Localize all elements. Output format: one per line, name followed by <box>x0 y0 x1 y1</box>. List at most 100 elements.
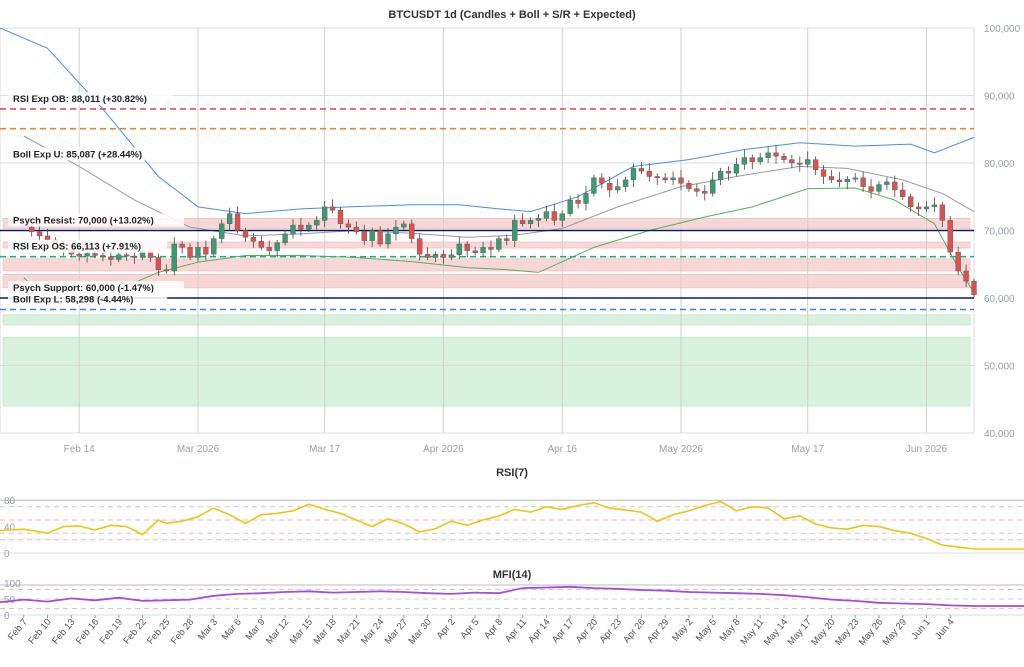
candle-body <box>298 224 304 230</box>
candle-body <box>638 168 645 172</box>
candle-body <box>820 169 827 177</box>
level-label-bg <box>8 281 184 294</box>
candle-body <box>900 189 906 197</box>
candle-body <box>488 247 494 250</box>
mfi-x-tick-label: May 23 <box>833 617 861 648</box>
candle-body <box>250 237 257 242</box>
level-label-bg <box>8 213 184 227</box>
candle-body <box>195 247 201 258</box>
candle-body <box>717 170 724 181</box>
candle-body <box>424 253 431 258</box>
mfi-x-tick-label: Mar 3 <box>196 617 220 643</box>
sr-zone-2 <box>2 241 971 249</box>
candle-body <box>923 206 930 210</box>
level-label-4: RSI Exp OS: 66,113 (+7.91%) <box>13 242 141 253</box>
mfi-x-tick-label: Feb 16 <box>74 617 101 647</box>
mfi-x-tick-label: Feb 13 <box>50 617 77 647</box>
candle-body <box>361 231 367 241</box>
candle-body <box>131 255 138 258</box>
candle-body <box>725 170 732 174</box>
candle-body <box>519 220 526 224</box>
price-y-tick-label: 50,000 <box>984 362 1015 373</box>
candle-body <box>868 186 874 192</box>
bollinger-upper-line <box>0 27 975 215</box>
candle-body <box>464 243 470 251</box>
candle-body <box>662 177 668 181</box>
candle-body <box>92 253 98 256</box>
candle-body <box>353 226 359 233</box>
candle-body <box>314 220 320 226</box>
candle-body <box>44 235 51 241</box>
level-label-3: Psych Resist: 70,000 (+13.02%) <box>13 216 154 227</box>
level-label-0: RSI Exp OB: 88,011 (+30.82%) <box>13 94 147 105</box>
candle-body <box>108 256 114 260</box>
mfi-y-tick-label: 100 <box>4 579 21 590</box>
candle-body <box>179 243 185 248</box>
candle-body <box>211 238 217 255</box>
candle-body <box>290 224 296 235</box>
mfi-x-tick-label: Mar 18 <box>311 617 338 647</box>
mfi-x-tick-label: Apr 17 <box>550 617 576 646</box>
candle-body <box>124 254 130 257</box>
mfi-x-tick-label: Apr 5 <box>458 617 481 641</box>
candle-body <box>480 247 486 253</box>
mfi-y-tick-label: 0 <box>4 611 10 622</box>
mfi-x-tick-label: Mar 27 <box>383 617 410 647</box>
mfi-x-tick-label: Feb 19 <box>98 617 125 647</box>
candle-body <box>219 223 225 239</box>
candle-body <box>345 223 352 228</box>
candle-body <box>559 213 565 221</box>
candle-body <box>401 223 407 228</box>
candle-body <box>686 183 692 189</box>
candle-body <box>100 255 106 258</box>
mfi-x-tick-label: Apr 29 <box>645 617 671 646</box>
candle-body <box>583 193 589 204</box>
candle-body <box>694 188 700 192</box>
level-label-bg <box>8 239 168 253</box>
candle-body <box>187 247 193 258</box>
candle-body <box>971 280 977 295</box>
candle-body <box>797 162 803 165</box>
candle-body <box>955 251 961 272</box>
candle-body <box>329 206 336 211</box>
mfi-x-tick-label: May 29 <box>881 617 909 648</box>
candle-body <box>741 157 748 165</box>
candle-body <box>496 238 502 250</box>
candle-body <box>567 199 573 214</box>
mfi-x-tick-label: Feb 25 <box>145 617 172 647</box>
mfi-x-tick-label: Mar 21 <box>335 617 362 647</box>
candle-body <box>274 242 280 251</box>
candle-body <box>702 191 708 194</box>
candle-body <box>409 223 415 239</box>
sr-zone-3 <box>2 258 971 272</box>
candle-body <box>84 253 90 257</box>
rsi-line <box>0 500 1024 550</box>
candle-body <box>781 156 787 160</box>
mfi-x-tick-label: May 20 <box>809 617 837 648</box>
candle-body <box>931 204 938 208</box>
candle-body <box>322 206 328 221</box>
price-y-tick-label: 40,000 <box>984 429 1015 440</box>
mfi-x-tick-label: Feb 10 <box>26 617 53 647</box>
candle-body <box>432 253 439 258</box>
price-x-tick-label: Feb 14 <box>64 444 96 455</box>
mfi-x-tick-label: Feb 28 <box>169 617 196 647</box>
sr-zone-1 <box>2 223 971 229</box>
candle-body <box>306 224 312 230</box>
candle-body <box>36 231 43 237</box>
candle-body <box>472 250 478 253</box>
candle-body <box>504 238 510 241</box>
candle-body <box>512 220 518 241</box>
mfi-x-tick-label: Feb 22 <box>121 617 148 647</box>
candle-body <box>654 176 660 179</box>
mfi-x-tick-label: Jun 1 <box>909 617 932 642</box>
candle-body <box>884 181 890 185</box>
candle-body <box>963 270 969 282</box>
sr-zone-5 <box>2 314 971 326</box>
level-label-bg <box>8 91 173 105</box>
candle-body <box>543 211 550 219</box>
candle-body <box>226 213 233 224</box>
candle-body <box>527 220 534 224</box>
mfi-x-tick-label: Apr 2 <box>435 617 458 641</box>
